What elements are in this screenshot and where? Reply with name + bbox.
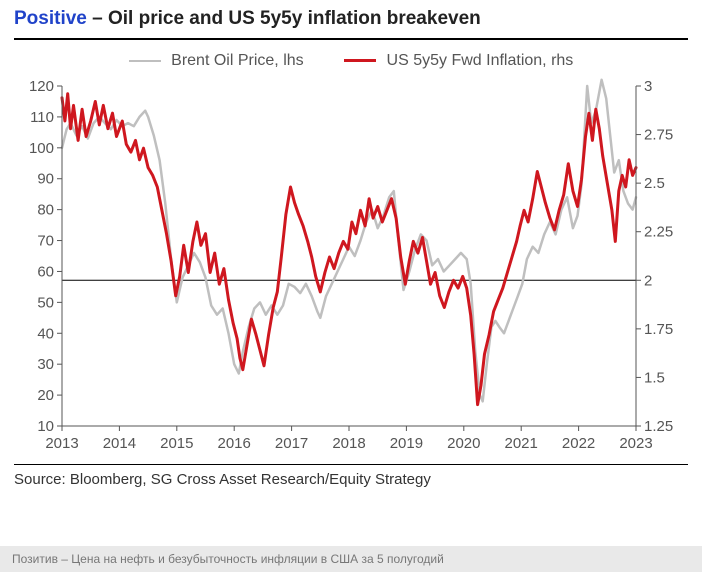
svg-text:2020: 2020 [447,435,480,452]
svg-text:2018: 2018 [332,435,365,452]
svg-text:2013: 2013 [45,435,78,452]
svg-text:60: 60 [37,263,54,280]
svg-text:30: 30 [37,356,54,373]
title-rest: – Oil price and US 5y5y inflation breake… [87,8,481,29]
legend-label-brent: Brent Oil Price, lhs [171,52,303,69]
legend-swatch-inflation [344,59,376,62]
chart-legend: Brent Oil Price, lhs US 5y5y Fwd Inflati… [0,46,702,72]
svg-text:2.75: 2.75 [644,127,673,144]
svg-text:1.25: 1.25 [644,418,673,435]
chart-title: Positive – Oil price and US 5y5y inflati… [0,0,702,34]
source-rule [14,464,688,465]
svg-text:90: 90 [37,171,54,188]
svg-text:2023: 2023 [619,435,652,452]
svg-text:40: 40 [37,325,54,342]
svg-text:1.5: 1.5 [644,369,665,386]
chart-source: Source: Bloomberg, SG Cross Asset Resear… [0,469,702,498]
svg-text:2022: 2022 [562,435,595,452]
svg-text:50: 50 [37,294,54,311]
chart-svg: 10 20 30 40 50 60 70 80 90 100 110 120 1.25 1.5 1.75 2 2… [14,76,688,456]
svg-text:2019: 2019 [390,435,423,452]
legend-label-inflation: US 5y5y Fwd Inflation, rhs [387,52,574,69]
svg-text:2016: 2016 [218,435,251,452]
svg-text:20: 20 [37,387,54,404]
svg-text:2: 2 [644,272,652,289]
svg-text:80: 80 [37,202,54,219]
legend-item-brent: Brent Oil Price, lhs [129,52,308,69]
title-highlight: Positive [14,8,87,29]
svg-text:2021: 2021 [505,435,538,452]
title-rule [14,38,688,40]
svg-text:2017: 2017 [275,435,308,452]
legend-item-inflation: US 5y5y Fwd Inflation, rhs [344,52,573,69]
svg-text:110: 110 [30,109,54,126]
svg-text:3: 3 [644,78,652,95]
chart-area: 10 20 30 40 50 60 70 80 90 100 110 120 1.25 1.5 1.75 2 2… [14,76,688,456]
svg-text:2015: 2015 [160,435,193,452]
svg-text:2.25: 2.25 [644,224,673,241]
svg-text:100: 100 [29,140,54,157]
svg-text:10: 10 [37,418,54,435]
legend-swatch-brent [129,60,161,63]
svg-text:70: 70 [37,233,54,250]
footer-caption: Позитив – Цена на нефть и безубыточность… [0,546,702,572]
svg-text:120: 120 [29,78,54,95]
svg-text:1.75: 1.75 [644,321,673,338]
svg-text:2014: 2014 [103,435,136,452]
svg-text:2.5: 2.5 [644,175,665,192]
